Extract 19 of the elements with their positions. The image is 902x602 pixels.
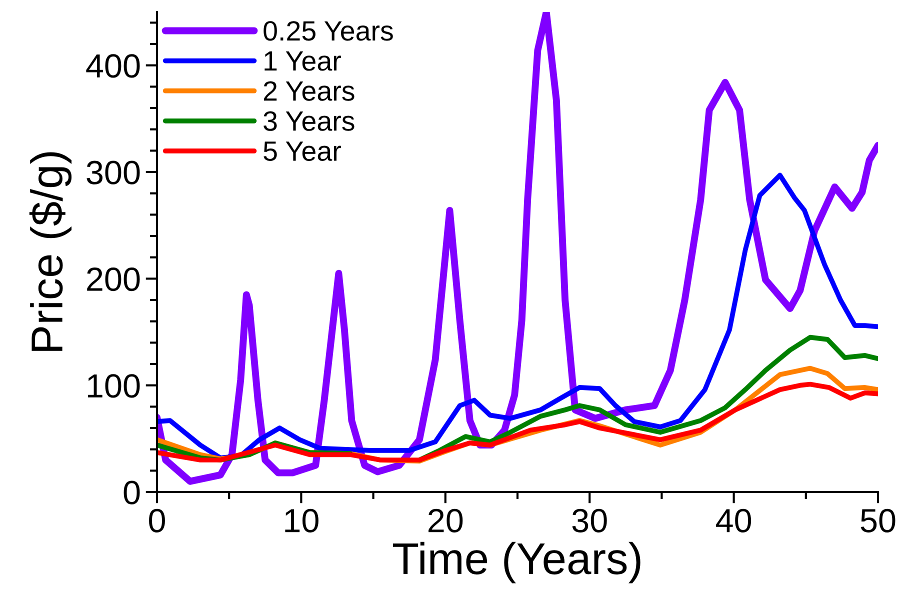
y-tick-label: 400 — [86, 54, 140, 78]
legend-label: 5 Year — [264, 142, 341, 161]
x-axis-title: Time (Years) — [392, 542, 640, 584]
line-series — [157, 382, 878, 462]
x-tick-label: 20 — [428, 508, 463, 532]
y-tick-label: 100 — [88, 374, 140, 398]
legend-label: 2 Years — [264, 81, 354, 101]
y-tick-label: 0 — [124, 480, 140, 504]
legend-label: 3 Years — [264, 111, 354, 131]
legend-label: 0.25 Years — [264, 21, 393, 41]
y-tick-label: 300 — [86, 160, 140, 184]
x-tick-label: 0 — [149, 508, 165, 532]
x-tick-label: 30 — [572, 508, 607, 532]
x-tick-label: 50 — [860, 508, 896, 532]
legend-label: 1 Year — [264, 51, 341, 71]
y-tick-label: 200 — [87, 267, 140, 292]
x-tick-label: 10 — [285, 508, 318, 532]
y-axis-title: Price ($/g) — [29, 152, 72, 351]
x-tick-label: 40 — [716, 508, 752, 532]
